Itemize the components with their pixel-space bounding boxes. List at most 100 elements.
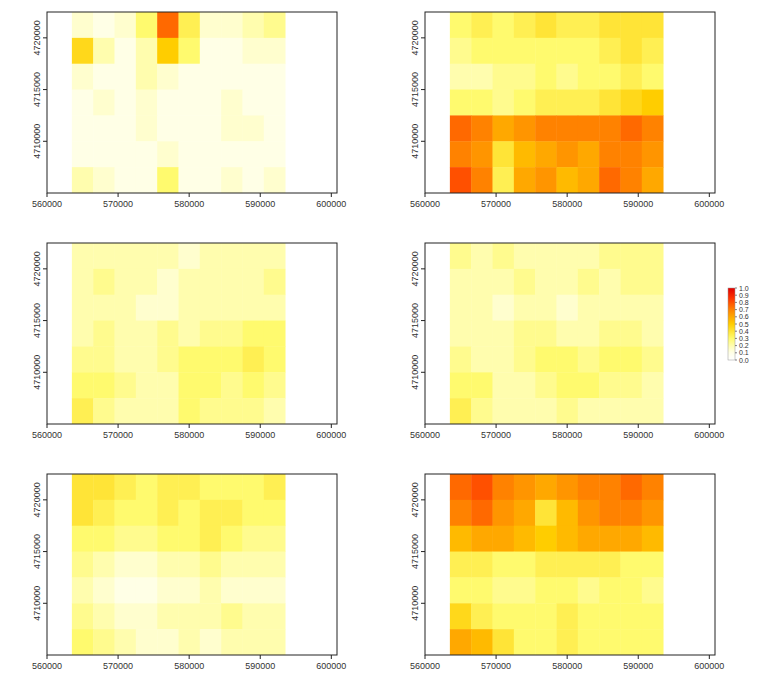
cell: [493, 38, 515, 64]
cell: [72, 167, 94, 193]
cell: [264, 38, 286, 64]
cell: [72, 115, 94, 141]
cell: [642, 372, 664, 398]
y-tick: [43, 320, 47, 321]
cell: [242, 526, 264, 552]
cell: [471, 269, 493, 295]
cell: [620, 526, 642, 552]
cell: [642, 64, 664, 90]
cell: [115, 526, 137, 552]
cell: [599, 243, 621, 269]
cell: [450, 577, 472, 603]
y-tick-label: 4715000: [410, 303, 420, 338]
cell: [178, 629, 200, 655]
x-tick: [709, 193, 710, 197]
x-tick: [260, 424, 261, 428]
cell: [221, 372, 243, 398]
colorbar-tick: [735, 338, 737, 339]
cell: [578, 629, 600, 655]
cell: [178, 141, 200, 167]
x-tick-label: 600000: [694, 661, 724, 671]
cell: [178, 321, 200, 347]
cell: [578, 141, 600, 167]
x-tick: [425, 655, 426, 659]
cell: [157, 141, 179, 167]
cell: [115, 167, 137, 193]
cell: [535, 115, 557, 141]
x-tick: [47, 193, 48, 197]
x-tick: [425, 424, 426, 428]
cell: [115, 12, 137, 38]
cell: [578, 243, 600, 269]
cell: [157, 346, 179, 372]
cell: [471, 90, 493, 116]
cell: [157, 552, 179, 578]
cell: [136, 629, 158, 655]
y-tick-label: 4715000: [32, 303, 42, 338]
cell: [514, 398, 536, 424]
cell: [157, 64, 179, 90]
cell: [450, 603, 472, 629]
x-tick-label: 560000: [410, 199, 440, 209]
colorbar-label: 0.6: [739, 313, 749, 320]
cell: [556, 64, 578, 90]
cell: [620, 629, 642, 655]
cell: [93, 12, 115, 38]
colorbar-tick: [735, 352, 737, 353]
cell: [450, 552, 472, 578]
cell: [471, 552, 493, 578]
colorbar-label: 0.3: [739, 335, 749, 342]
y-tick: [43, 372, 47, 373]
y-tick: [421, 89, 425, 90]
cell: [200, 552, 222, 578]
cell: [178, 12, 200, 38]
cell: [493, 167, 515, 193]
cell: [115, 64, 137, 90]
x-tick-label: 560000: [32, 199, 62, 209]
cell: [599, 269, 621, 295]
cell: [242, 629, 264, 655]
cell: [264, 321, 286, 347]
x-tick-label: 600000: [694, 430, 724, 440]
cell: [72, 243, 94, 269]
y-tick-label: 4715000: [410, 72, 420, 107]
cell: [115, 346, 137, 372]
cell: [200, 90, 222, 116]
x-tick-label: 570000: [103, 430, 133, 440]
cell: [450, 38, 472, 64]
cell: [599, 577, 621, 603]
cell: [514, 346, 536, 372]
cell: [242, 115, 264, 141]
cell: [200, 603, 222, 629]
cell: [535, 295, 557, 321]
cell: [242, 346, 264, 372]
cell: [642, 269, 664, 295]
colorbar-label: 0.9: [739, 292, 749, 299]
cell: [471, 167, 493, 193]
cell: [93, 269, 115, 295]
colorbar-scale: [728, 288, 735, 360]
cell: [72, 474, 94, 500]
y-tick: [421, 37, 425, 38]
cell: [157, 12, 179, 38]
panel: 5600005700005800005900006000004710000471…: [410, 474, 724, 671]
cell: [72, 500, 94, 526]
x-tick: [118, 655, 119, 659]
cell: [556, 526, 578, 552]
frame: [425, 12, 715, 193]
x-tick-label: 570000: [103, 199, 133, 209]
cell: [599, 346, 621, 372]
cell: [471, 603, 493, 629]
cell: [556, 167, 578, 193]
y-tick: [43, 551, 47, 552]
cell: [599, 372, 621, 398]
cell: [471, 526, 493, 552]
colorbar-tick: [735, 324, 737, 325]
cell: [620, 372, 642, 398]
cell: [178, 38, 200, 64]
cell: [93, 321, 115, 347]
cell: [136, 64, 158, 90]
cells: [72, 12, 286, 193]
cell: [72, 629, 94, 655]
cell: [72, 372, 94, 398]
